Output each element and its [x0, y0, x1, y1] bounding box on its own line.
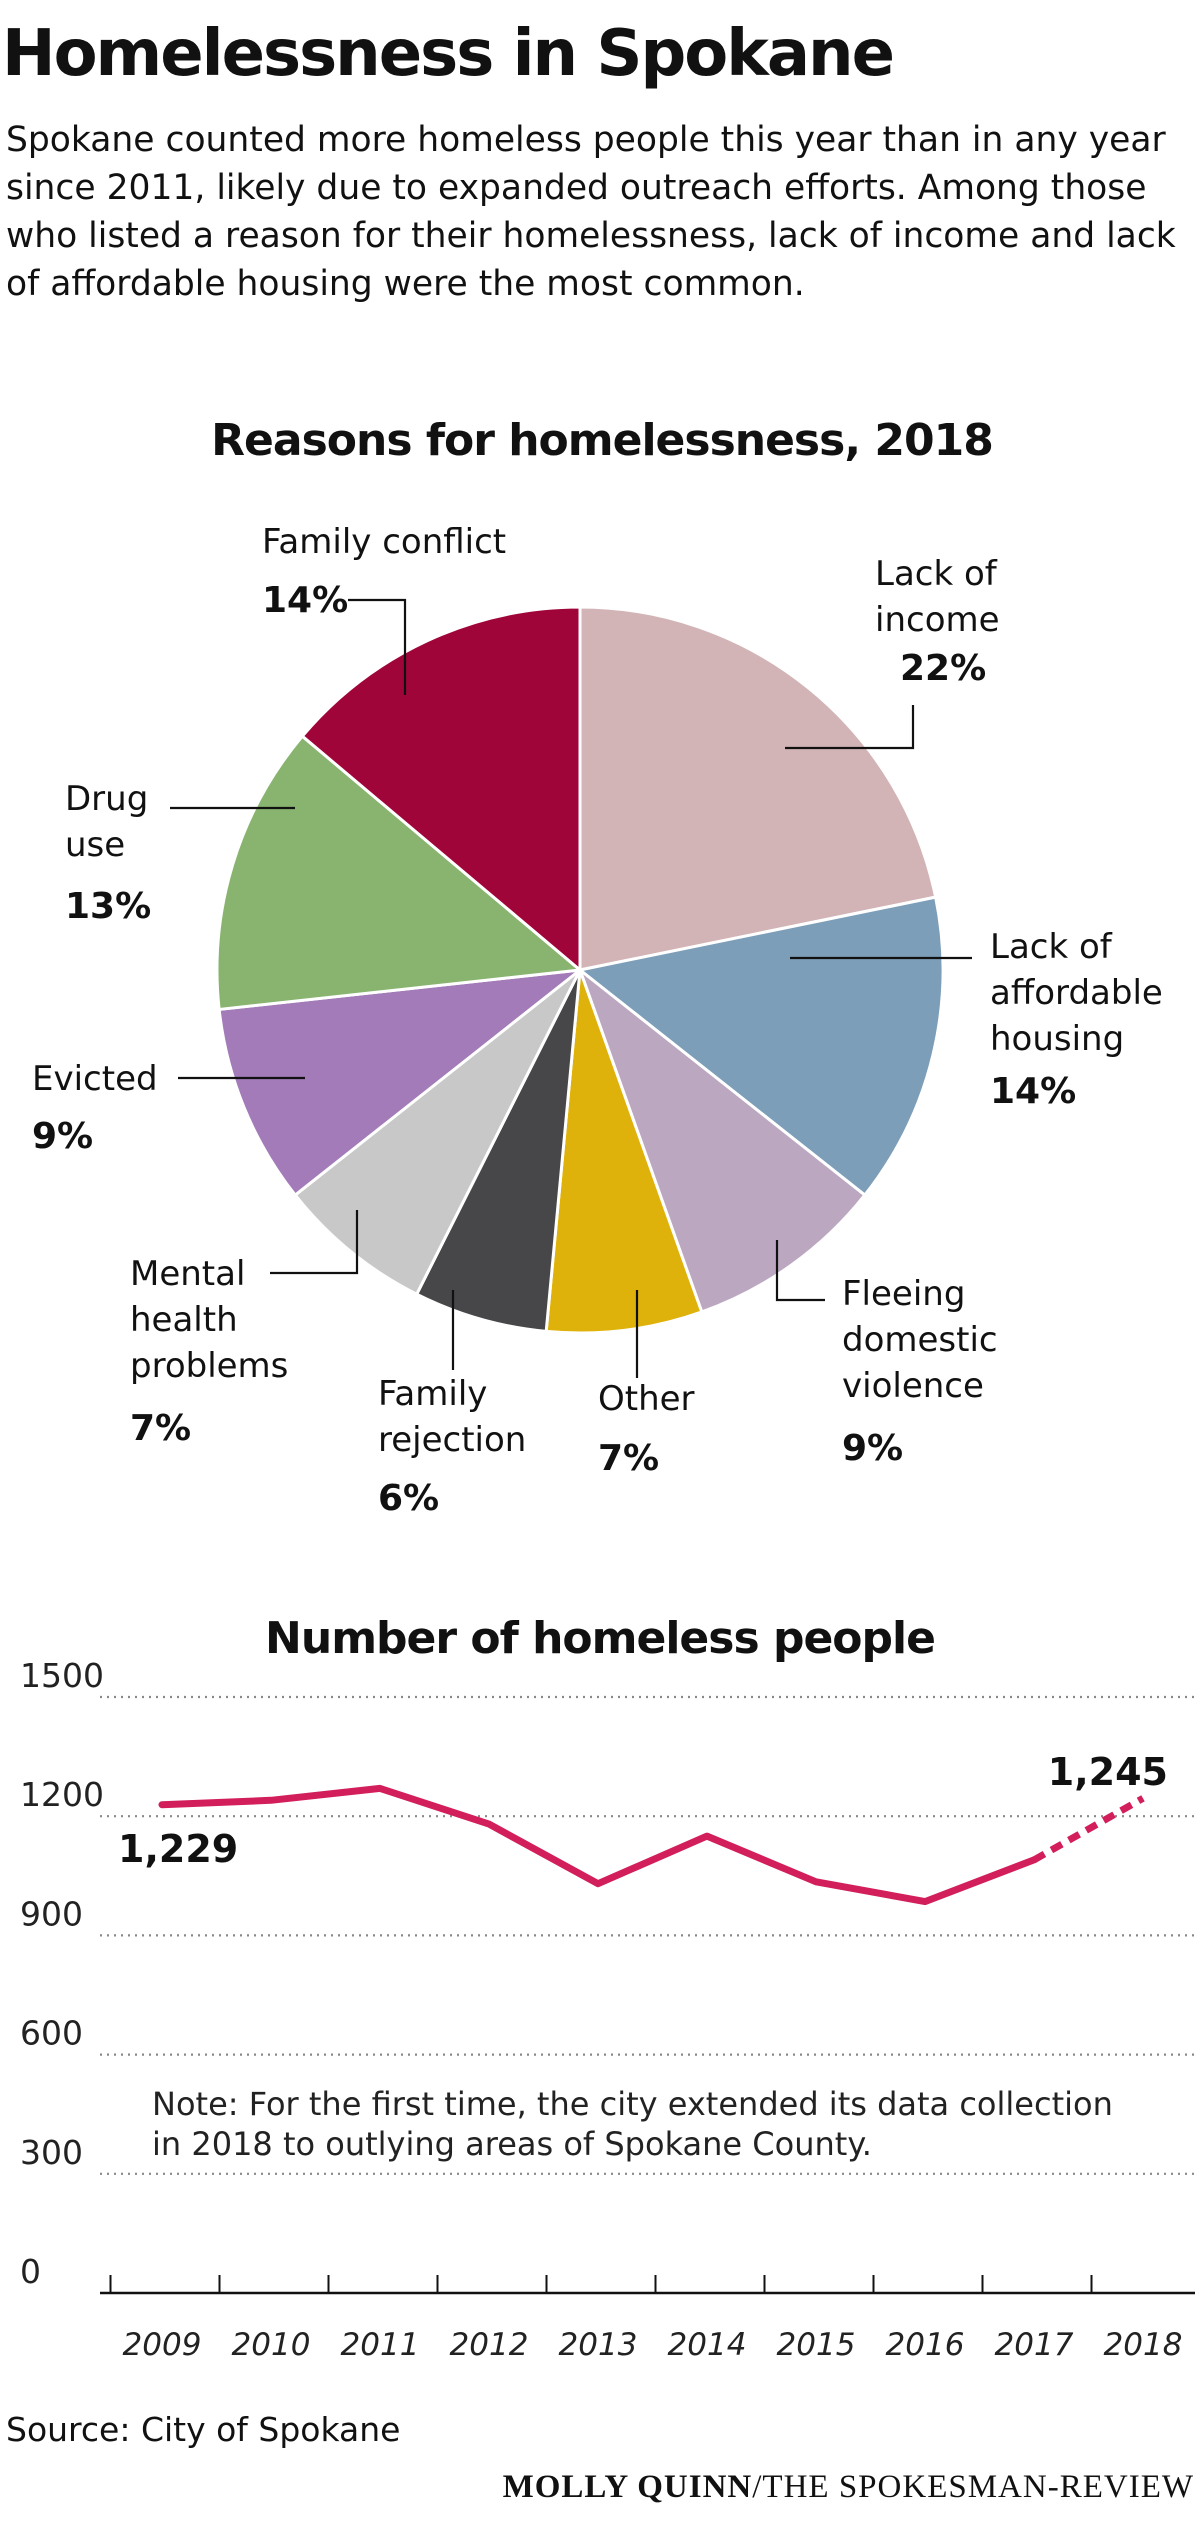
- y-tick-label: 900: [20, 1894, 83, 1933]
- x-tick-label: 2011: [341, 2327, 420, 2363]
- source-line: Source: City of Spokane: [6, 2410, 401, 2449]
- y-tick-label: 1500: [20, 1656, 104, 1695]
- pie-label: problems: [130, 1346, 288, 1386]
- x-tick-label: 2015: [777, 2327, 856, 2363]
- line-series-solid: [158, 1784, 1038, 1906]
- x-tick-label: 2010: [232, 2327, 311, 2363]
- pie-label: health: [130, 1300, 238, 1340]
- pie-percent-label: 22%: [900, 648, 986, 689]
- pie-leader-line: [775, 1240, 825, 1302]
- pie-percent-label: 14%: [990, 1071, 1076, 1112]
- credit-name: MOLLY QUINN: [502, 2469, 753, 2505]
- page-title: Homelessness in Spokane: [2, 17, 895, 91]
- pie-label: affordable: [990, 973, 1163, 1013]
- pie-chart-title: Reasons for homelessness, 2018: [211, 415, 993, 466]
- pie-percent-label: 9%: [32, 1116, 93, 1157]
- y-tick-label: 300: [20, 2133, 83, 2172]
- pie-slice: [300, 605, 582, 972]
- line-chart-grid: [100, 1695, 1195, 2295]
- pie-slice: [544, 968, 704, 1335]
- pie-slice: [217, 968, 582, 1197]
- pie-label: rejection: [378, 1420, 526, 1460]
- pie-slice: [578, 968, 867, 1314]
- x-tick-label: 2018: [1104, 2327, 1183, 2363]
- y-tick-label: 600: [20, 2014, 83, 2053]
- pie-label: income: [875, 600, 1000, 640]
- pie-leader-line: [348, 598, 407, 695]
- credit-line: MOLLY QUINN/THE SPOKESMAN-REVIEW: [503, 2465, 1194, 2509]
- line-series-dashed: [1032, 1795, 1145, 1863]
- pie-slice: [293, 968, 582, 1296]
- pie-leader-line: [270, 1210, 359, 1275]
- note-text: Note: For the first time, the city exten…: [152, 2085, 1113, 2123]
- pie-label: use: [65, 825, 125, 865]
- pie-labels: Lack of income 22% Lack of affordable housing…: [32, 522, 1163, 1519]
- line-chart-series: [158, 1784, 1145, 1906]
- pie-leader-line: [785, 705, 915, 750]
- pie-label: Fleeing: [842, 1274, 965, 1314]
- note-text: in 2018 to outlying areas of Spokane Cou…: [152, 2125, 872, 2163]
- x-tick-label: 2013: [559, 2327, 638, 2363]
- pie-slice: [578, 895, 945, 1197]
- line-chart-annotations: 1,229 1,245: [118, 1750, 1168, 1871]
- pie-leader-lines: [170, 598, 972, 1378]
- pie-label: Other: [598, 1379, 695, 1419]
- x-tick-label: 2014: [668, 2327, 747, 2363]
- pie-label: Lack of: [875, 554, 998, 594]
- pie-label: Family conflict: [262, 522, 506, 562]
- x-tick-label: 2017: [995, 2327, 1074, 2363]
- x-tick-label: 2009: [123, 2327, 202, 2363]
- pie-percent-label: 7%: [598, 1438, 659, 1479]
- y-tick-label: 1200: [20, 1775, 104, 1814]
- line-chart-note: Note: For the first time, the city exten…: [152, 2085, 1113, 2163]
- pie-label: housing: [990, 1019, 1124, 1059]
- pie-label: violence: [842, 1366, 984, 1406]
- first-value-label: 1,229: [118, 1827, 238, 1871]
- pie-percent-label: 13%: [65, 886, 151, 927]
- pie-label: Lack of: [990, 927, 1113, 967]
- pie-label: Mental: [130, 1254, 245, 1294]
- x-tick-label: 2016: [886, 2327, 965, 2363]
- pie-label: Family: [378, 1374, 487, 1414]
- pie-label: Evicted: [32, 1059, 158, 1099]
- intro-text: Spokane counted more homeless people thi…: [6, 120, 1176, 304]
- pie-slice: [415, 968, 582, 1333]
- last-value-label: 1,245: [1048, 1750, 1168, 1794]
- line-chart-x-ticks: 2009 2010 2011 2012 2013 2014 2015 2016 2017 2018: [123, 2327, 1183, 2363]
- pie-label: domestic: [842, 1320, 998, 1360]
- pie-chart: [215, 605, 945, 1335]
- y-tick-label: 0: [20, 2252, 41, 2291]
- pie-percent-label: 6%: [378, 1478, 439, 1519]
- credit-outlet: /THE SPOKESMAN-REVIEW: [752, 2469, 1194, 2505]
- x-tick-label: 2012: [450, 2327, 529, 2363]
- pie-slice: [215, 734, 582, 1011]
- pie-percent-label: 7%: [130, 1408, 191, 1449]
- line-chart-y-ticks: 0 300 600 900 1200 1500: [20, 1656, 104, 2291]
- line-chart-title: Number of homeless people: [265, 1613, 935, 1664]
- pie-label: Drug: [65, 779, 148, 819]
- pie-percent-label: 9%: [842, 1428, 903, 1469]
- pie-percent-label: 14%: [262, 580, 348, 621]
- pie-slice: [578, 605, 938, 972]
